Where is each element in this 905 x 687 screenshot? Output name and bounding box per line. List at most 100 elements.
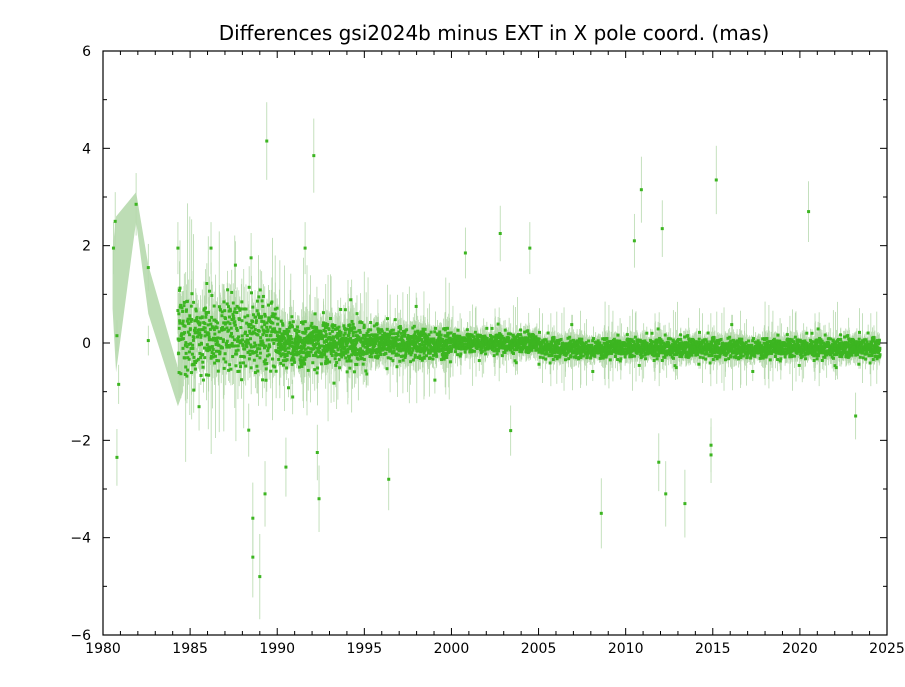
data-point	[201, 365, 205, 369]
data-point	[213, 332, 217, 336]
data-point	[191, 346, 195, 350]
data-point	[242, 355, 246, 359]
data-point	[254, 343, 258, 347]
data-point	[237, 306, 241, 310]
data-point	[266, 349, 270, 353]
data-point	[264, 333, 268, 337]
data-point	[211, 336, 215, 340]
data-point	[211, 347, 215, 351]
data-point	[263, 323, 267, 327]
data-point	[252, 325, 256, 329]
data-point	[256, 369, 260, 373]
data-point	[262, 320, 266, 324]
data-point	[248, 331, 252, 335]
data-point	[234, 352, 238, 356]
data-point	[266, 303, 270, 307]
data-point	[261, 378, 265, 382]
data-point	[222, 357, 226, 361]
data-point	[178, 319, 182, 323]
data-point	[272, 327, 276, 331]
data-point	[277, 346, 281, 350]
data-point	[264, 344, 268, 348]
data-point	[231, 355, 235, 359]
data-point	[269, 369, 273, 373]
data-point	[240, 300, 244, 304]
data-point	[245, 321, 249, 325]
data-point	[241, 361, 245, 365]
data-point	[198, 351, 202, 355]
data-point	[217, 343, 221, 347]
data-point	[213, 361, 217, 365]
data-point	[273, 365, 277, 369]
data-point	[199, 333, 203, 337]
data-point	[275, 306, 279, 310]
data-point	[193, 319, 197, 323]
data-point	[200, 342, 204, 346]
data-point	[185, 319, 189, 323]
data-point	[184, 308, 188, 312]
data-point	[267, 319, 271, 323]
data-point	[246, 314, 250, 318]
data-point	[208, 318, 212, 322]
data-point	[267, 338, 271, 342]
data-point	[268, 317, 272, 321]
data-point	[250, 349, 254, 353]
data-point	[272, 341, 276, 345]
data-point	[262, 331, 266, 335]
data-point	[208, 289, 212, 293]
data-point	[211, 355, 215, 359]
data-point	[215, 326, 219, 330]
data-point	[194, 307, 198, 311]
data-point	[186, 368, 190, 372]
data-point	[256, 347, 260, 351]
data-point	[246, 322, 250, 326]
data-point	[248, 349, 252, 353]
data-point	[261, 341, 265, 345]
data-point	[177, 371, 181, 375]
data-point	[181, 322, 185, 326]
data-point	[251, 330, 255, 334]
data-point	[180, 306, 184, 310]
data-point	[181, 346, 185, 350]
data-point	[178, 321, 182, 325]
data-point	[192, 355, 196, 359]
data-point	[177, 312, 181, 316]
data-point	[192, 336, 196, 340]
data-point	[225, 339, 229, 343]
data-point	[261, 333, 265, 337]
data-point	[232, 317, 236, 321]
data-point	[209, 354, 213, 358]
data-point	[236, 344, 240, 348]
data-point	[197, 405, 201, 409]
data-point	[197, 328, 201, 332]
data-point	[249, 291, 253, 295]
data-point	[259, 336, 263, 340]
data-point	[244, 364, 248, 368]
data-point	[263, 314, 267, 318]
data-point	[187, 321, 191, 325]
data-point	[249, 322, 253, 326]
data-point	[181, 319, 185, 323]
data-point	[260, 319, 264, 323]
data-point	[201, 328, 205, 332]
data-point	[177, 351, 181, 355]
data-point	[194, 309, 198, 313]
data-point	[185, 374, 189, 378]
data-point	[255, 299, 259, 303]
data-point	[277, 357, 281, 361]
data-point	[222, 327, 226, 331]
data-point	[236, 348, 240, 352]
data-point	[262, 343, 266, 347]
data-point	[258, 351, 262, 355]
data-point	[234, 344, 238, 348]
data-point	[267, 343, 271, 347]
data-point	[255, 364, 259, 368]
data-point	[233, 323, 237, 327]
data-point	[210, 315, 214, 319]
data-point	[182, 300, 186, 304]
data-point	[179, 372, 183, 376]
data-point	[192, 300, 196, 304]
data-point	[276, 322, 280, 326]
data-point	[194, 361, 198, 365]
data-point	[227, 328, 231, 332]
